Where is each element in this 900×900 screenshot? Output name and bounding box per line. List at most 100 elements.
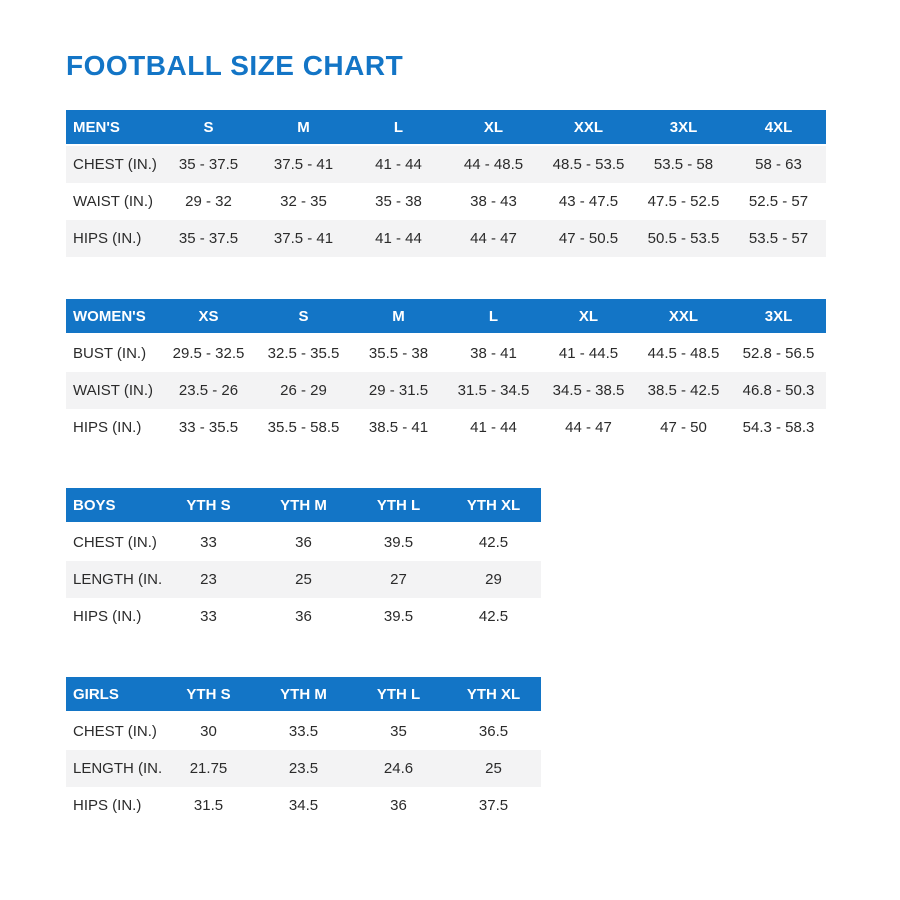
row-label: CHEST (IN.) [73,723,157,740]
column-header: XL [483,118,504,136]
size-value: 29.5 - 32.5 [172,345,245,362]
table-header-girls: GIRLS YTH S YTH M YTH L YTH XL [66,677,541,711]
column-header: YTH XL [466,685,521,703]
size-value: 47 - 50.5 [558,230,619,247]
column-header: 4XL [764,118,793,136]
row-label: WAIST (IN.) [73,382,153,399]
column-header: XL [578,307,599,325]
size-value: 31.5 [193,797,224,814]
row-label: BUST (IN.) [73,345,147,362]
size-value: 23.5 - 26 [178,382,239,399]
table-title-boys: BOYS [73,496,116,514]
size-value: 52.8 - 56.5 [742,345,815,362]
table-row: HIPS (IN.) 31.5 34.5 36 37.5 [66,787,541,824]
size-value: 31.5 - 34.5 [457,382,530,399]
size-table-boys: BOYS YTH S YTH M YTH L YTH XL CHEST (IN.) 33 36… [66,488,541,635]
size-value: 43 - 47.5 [558,193,619,210]
size-value: 36 [295,608,312,625]
column-header: YTH L [376,685,421,703]
size-value: 41 - 44 [470,419,517,436]
size-value: 21.75 [189,760,228,777]
size-value: 36.5 [478,723,509,740]
size-value: 37.5 - 41 [273,230,334,247]
size-value: 47 - 50 [660,419,707,436]
size-value: 38.5 - 42.5 [647,382,720,399]
column-header: YTH M [280,685,327,703]
size-value: 39.5 [383,534,414,551]
table-row: WAIST (IN.) 23.5 - 26 26 - 29 29 - 31.5 31.5… [66,372,826,409]
column-header: YTH S [186,685,231,703]
size-value: 36 [390,797,407,814]
table-row: BUST (IN.) 29.5 - 32.5 32.5 - 35.5 35.5 - 3… [66,335,826,372]
size-chart-page: FOOTBALL SIZE CHART MEN'S S M L XL XXL 3XL 4XL C… [66,50,826,824]
size-value: 41 - 44.5 [558,345,619,362]
row-label: HIPS (IN.) [73,230,142,247]
size-value: 50.5 - 53.5 [647,230,720,247]
table-row: LENGTH (IN.) 21.75 23.5 24.6 25 [66,750,541,787]
column-header: XS [198,307,219,325]
size-value: 37.5 [478,797,509,814]
table-row: HIPS (IN.) 33 - 35.5 35.5 - 58.5 38.5 - 41 4… [66,409,826,446]
size-value: 58 - 63 [755,156,802,173]
size-value: 52.5 - 57 [748,193,809,210]
size-value: 41 - 44 [375,230,422,247]
size-value: 39.5 [383,608,414,625]
row-label: HIPS (IN.) [73,419,142,436]
row-label: LENGTH (IN.) [73,571,161,588]
column-header: S [203,118,214,136]
column-header: L [488,307,499,325]
size-value: 26 - 29 [280,382,327,399]
size-table-girls: GIRLS YTH S YTH M YTH L YTH XL CHEST (IN.) 30 3… [66,677,541,824]
column-header: YTH L [376,496,421,514]
size-value: 47.5 - 52.5 [647,193,720,210]
size-value: 35 - 37.5 [178,156,239,173]
size-value: 35 - 38 [375,193,422,210]
size-value: 36 [295,534,312,551]
size-value: 42.5 [478,534,509,551]
size-value: 35 - 37.5 [178,230,239,247]
table-row: CHEST (IN.) 35 - 37.5 37.5 - 41 41 - 44 44 -… [66,146,826,183]
size-value: 38.5 - 41 [368,419,429,436]
column-header: M [297,118,310,136]
column-header: L [393,118,404,136]
row-label: HIPS (IN.) [73,797,142,814]
size-value: 33 [200,608,217,625]
size-value: 33.5 [288,723,319,740]
size-value: 27 [390,571,407,588]
size-value: 29 - 32 [185,193,232,210]
table-row: CHEST (IN.) 30 33.5 35 36.5 [66,713,541,750]
size-value: 53.5 - 57 [748,230,809,247]
column-header: YTH S [186,496,231,514]
size-value: 33 [200,534,217,551]
size-value: 46.8 - 50.3 [742,382,815,399]
table-row: LENGTH (IN.) 23 25 27 29 [66,561,541,598]
size-value: 35.5 - 38 [368,345,429,362]
size-value: 44 - 47 [470,230,517,247]
table-title-womens: WOMEN'S [73,307,146,325]
table-row: WAIST (IN.) 29 - 32 32 - 35 35 - 38 38 - 43 4… [66,183,826,220]
size-table-mens: MEN'S S M L XL XXL 3XL 4XL CHEST (IN.) 35 - 37.5 3… [66,110,826,257]
page-title: FOOTBALL SIZE CHART [66,50,404,81]
size-value: 42.5 [478,608,509,625]
size-value: 32 - 35 [280,193,327,210]
row-label: WAIST (IN.) [73,193,153,210]
size-value: 38 - 43 [470,193,517,210]
size-value: 44 - 48.5 [463,156,524,173]
column-header: M [392,307,405,325]
size-table-womens: WOMEN'S XS S M L XL XXL 3XL BUST (IN.) 29.5 - 32.… [66,299,826,446]
size-value: 33 - 35.5 [178,419,239,436]
size-value: 48.5 - 53.5 [552,156,625,173]
row-label: HIPS (IN.) [73,608,142,625]
size-value: 25 [295,571,312,588]
column-header: XXL [573,118,604,136]
size-value: 30 [200,723,217,740]
table-row: HIPS (IN.) 35 - 37.5 37.5 - 41 41 - 44 44 - … [66,220,826,257]
table-row: CHEST (IN.) 33 36 39.5 42.5 [66,524,541,561]
size-value: 23 [200,571,217,588]
column-header: XXL [668,307,699,325]
size-value: 34.5 - 38.5 [552,382,625,399]
size-value: 32.5 - 35.5 [267,345,340,362]
table-title-mens: MEN'S [73,118,120,136]
size-value: 38 - 41 [470,345,517,362]
table-header-mens: MEN'S S M L XL XXL 3XL 4XL [66,110,826,144]
